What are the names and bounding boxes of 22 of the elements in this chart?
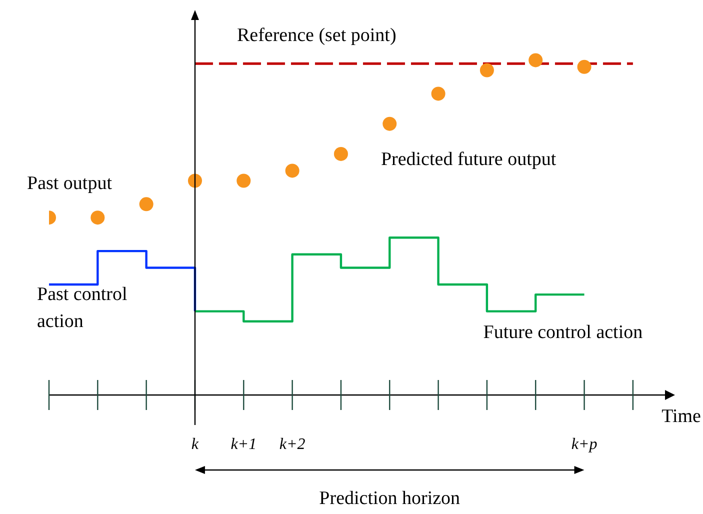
point <box>334 146 348 161</box>
series-label: Predicted future output <box>380 148 556 172</box>
x-tick-label: k <box>191 436 200 453</box>
point <box>577 60 592 74</box>
point <box>528 53 543 68</box>
series-label: Past output <box>27 172 112 196</box>
point <box>382 116 397 131</box>
point <box>285 164 300 178</box>
series-label: Reference (set point) <box>236 24 396 48</box>
point <box>188 174 202 188</box>
point <box>480 63 494 78</box>
x-tick-label: k+2 <box>279 436 306 453</box>
series-label: Future control action <box>483 320 643 345</box>
x-tick-label: k+1 <box>230 436 257 453</box>
text: Prediction horizon <box>319 488 461 509</box>
point <box>236 174 251 188</box>
point <box>90 210 105 225</box>
point <box>431 86 446 101</box>
x-tick-label: k+p <box>571 436 598 453</box>
point <box>139 197 154 212</box>
x-axis-title: Time <box>662 406 701 427</box>
series-label: Past control action <box>37 282 128 334</box>
